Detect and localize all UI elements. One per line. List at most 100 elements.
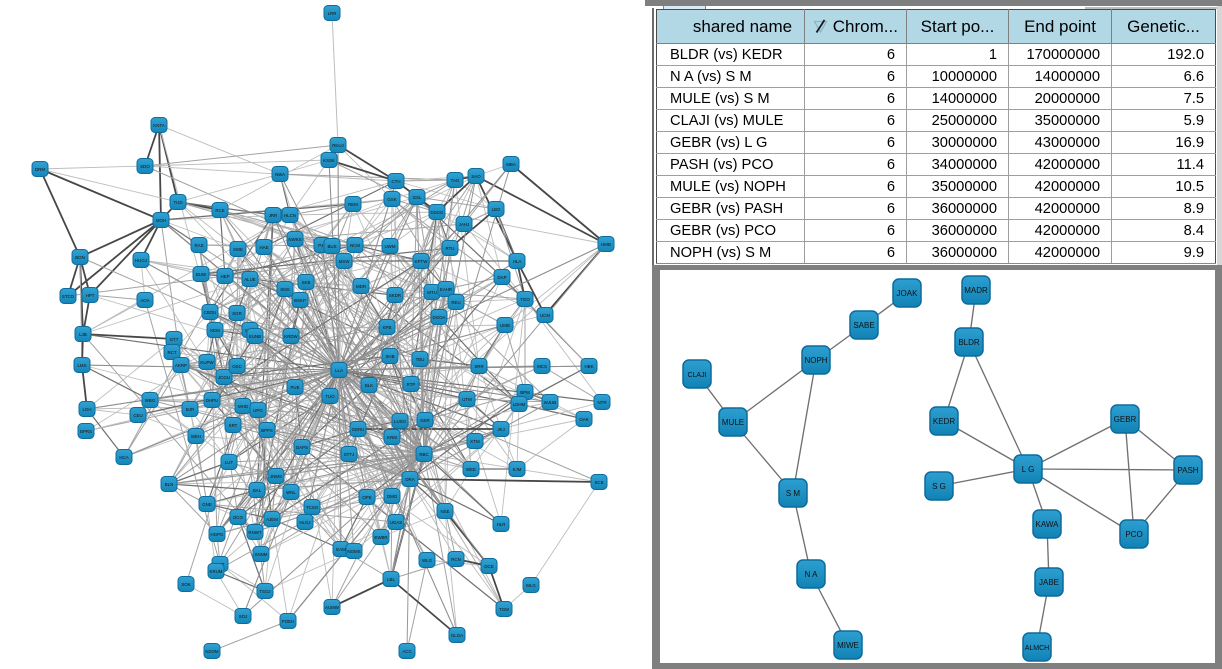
svg-text:CBOU: CBOU: [204, 310, 217, 315]
svg-text:WEH: WEH: [191, 434, 201, 439]
svg-text:GTT: GTT: [170, 337, 179, 342]
svg-text:HLGJ: HLGJ: [299, 520, 310, 525]
svg-text:UCM: UCM: [540, 313, 550, 318]
svg-text:REU: REU: [451, 300, 460, 305]
svg-text:KJM: KJM: [513, 467, 522, 472]
svg-text:MIWE: MIWE: [837, 641, 859, 650]
svg-text:HLR: HLR: [497, 522, 506, 527]
svg-text:WNL: WNL: [286, 490, 296, 495]
svg-text:L G: L G: [1022, 465, 1035, 474]
svg-text:RCN: RCN: [451, 557, 461, 562]
svg-text:STCO: STCO: [62, 294, 75, 299]
svg-text:HGPG: HGPG: [211, 532, 225, 537]
svg-text:SMS: SMS: [280, 287, 290, 292]
svg-text:UTM: UTM: [462, 397, 472, 402]
svg-text:BLK: BLK: [365, 383, 373, 388]
svg-text:SOJ: SOJ: [239, 614, 248, 619]
svg-text:RKUJ: RKUJ: [332, 143, 343, 148]
svg-text:NTR: NTR: [597, 400, 606, 405]
svg-text:LBL: LBL: [387, 577, 395, 582]
svg-text:SHB: SHB: [385, 354, 394, 359]
svg-text:MLG: MLG: [526, 583, 536, 588]
svg-text:SKDR: SKDR: [389, 293, 401, 298]
svg-text:GNE: GNE: [202, 502, 212, 507]
svg-text:KRM: KRM: [387, 435, 397, 440]
svg-text:LGH: LGH: [82, 407, 91, 412]
svg-text:SOK: SOK: [181, 582, 190, 587]
svg-text:PJL: PJL: [318, 243, 326, 248]
svg-text:AOA: AOA: [140, 298, 149, 303]
svg-text:UGAS: UGAS: [390, 520, 403, 525]
svg-text:BLN: BLN: [165, 482, 174, 487]
svg-text:HCA: HCA: [119, 455, 128, 460]
svg-text:KSSK: KSSK: [323, 158, 335, 163]
svg-text:KNTA: KNTA: [153, 123, 164, 128]
svg-text:JNMS: JNMS: [270, 474, 282, 479]
svg-text:TAO: TAO: [451, 178, 460, 183]
svg-text:KEDR: KEDR: [933, 417, 955, 426]
svg-text:RCT: RCT: [167, 350, 176, 355]
svg-text:TSOJ: TSOJ: [259, 589, 270, 594]
svg-text:KDOM: KDOM: [205, 649, 219, 654]
svg-text:CEU: CEU: [133, 413, 142, 418]
svg-text:BUW: BUW: [196, 272, 207, 277]
svg-text:RAS: RAS: [194, 243, 203, 248]
svg-text:LLA: LLA: [335, 368, 343, 373]
svg-text:KPB: KPB: [383, 325, 392, 330]
svg-text:GLGA: GLGA: [451, 633, 463, 638]
svg-text:EWBR: EWBR: [374, 535, 387, 540]
svg-text:PUE: PUE: [290, 385, 299, 390]
svg-text:EAM: EAM: [336, 547, 346, 552]
svg-text:NWKS: NWKS: [288, 237, 301, 242]
svg-text:GERU: GERU: [352, 427, 365, 432]
svg-text:OMG: OMG: [387, 494, 398, 499]
svg-text:TUD: TUD: [173, 200, 182, 205]
svg-text:AKRP: AKRP: [175, 363, 187, 368]
svg-text:RBC: RBC: [419, 452, 428, 457]
svg-text:DSGG: DSGG: [431, 210, 445, 215]
svg-text:DCE: DCE: [484, 564, 493, 569]
svg-text:UMB: UMB: [500, 323, 510, 328]
svg-text:SWE: SWE: [233, 247, 243, 252]
svg-text:WJUB: WJUB: [544, 400, 557, 405]
svg-text:SAO: SAO: [471, 174, 481, 179]
svg-text:N A: N A: [805, 570, 819, 579]
svg-text:KRUM: KRUM: [210, 569, 223, 574]
svg-text:MHD: MHD: [238, 404, 248, 409]
svg-text:ACC: ACC: [402, 649, 411, 654]
svg-text:ALUE: ALUE: [244, 277, 256, 282]
svg-text:MTU: MTU: [427, 290, 437, 295]
svg-text:UWM: UWM: [385, 244, 396, 249]
svg-text:JABE: JABE: [1039, 578, 1059, 587]
svg-text:SKB: SKB: [302, 280, 311, 285]
svg-text:RTP: RTP: [407, 382, 416, 387]
svg-text:BUS: BUS: [327, 244, 336, 249]
svg-text:BON: BON: [75, 255, 85, 260]
svg-text:SGR: SGR: [232, 311, 242, 316]
svg-text:STTJ: STTJ: [344, 452, 355, 457]
svg-text:LUT: LUT: [225, 460, 234, 465]
svg-text:HLA: HLA: [513, 259, 522, 264]
svg-text:DAP: DAP: [497, 275, 506, 280]
svg-text:HUGJ: HUGJ: [135, 258, 147, 263]
svg-text:TGO: TGO: [520, 297, 530, 302]
svg-text:NOMS: NOMS: [347, 549, 360, 554]
svg-text:POEH: POEH: [282, 619, 294, 624]
svg-text:LJB: LJB: [79, 332, 87, 337]
svg-text:DCO: DCO: [233, 515, 243, 520]
svg-text:SCB: SCB: [594, 480, 603, 485]
svg-text:KPTW: KPTW: [415, 259, 429, 264]
svg-text:NWA: NWA: [275, 172, 285, 177]
svg-text:ALMCH: ALMCH: [1025, 645, 1050, 652]
svg-text:JOAK: JOAK: [897, 289, 919, 298]
svg-text:SNNM: SNNM: [255, 552, 268, 557]
svg-text:LRR: LRR: [328, 11, 337, 16]
svg-text:DRA: DRA: [405, 477, 414, 482]
svg-text:LMS: LMS: [77, 363, 86, 368]
svg-text:MOH: MOH: [156, 218, 166, 223]
svg-text:TBU: TBU: [416, 357, 425, 362]
svg-text:EUNB: EUNB: [249, 334, 261, 339]
svg-text:PCO: PCO: [1125, 530, 1142, 539]
svg-text:JRR: JRR: [269, 213, 278, 218]
svg-text:NSE: NSE: [440, 509, 449, 514]
